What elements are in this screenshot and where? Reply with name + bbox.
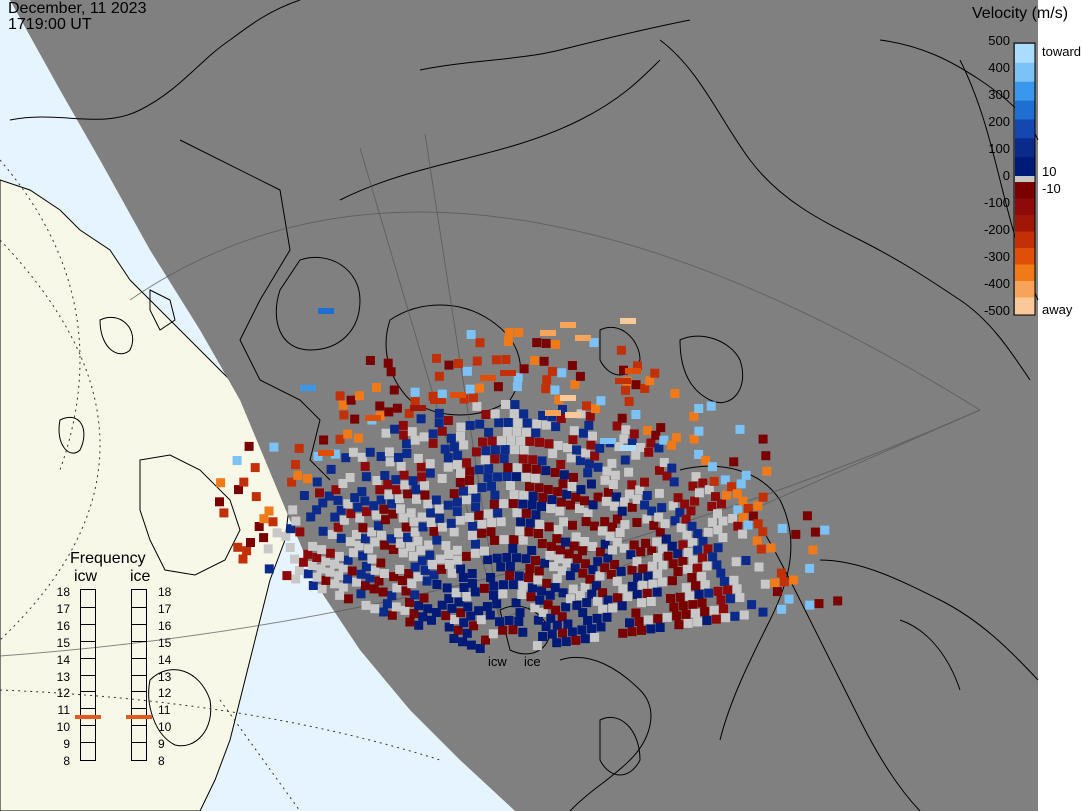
freq-tick-label: 11 (57, 703, 70, 718)
colorbar-tick-label: -400 (983, 276, 1010, 291)
frequency-title: Frequency (70, 550, 146, 567)
colorbar-tick-label: 500 (988, 33, 1010, 48)
colorbar-tick-label: 0 (1002, 168, 1010, 183)
freq-tick-label: 8 (158, 754, 165, 768)
colorbar-tick-label: 200 (988, 114, 1010, 129)
radar-site-ice: ice (524, 654, 541, 669)
freq-tick-label: 12 (56, 686, 70, 701)
freq-tick-label: 18 (158, 585, 172, 599)
freq-tick-label: 14 (56, 652, 70, 667)
freq-tick-label: 17 (158, 601, 172, 616)
colorbar-tick-label: 300 (988, 87, 1010, 102)
colorbar-tick-label: -500 (983, 303, 1010, 318)
freq-tick-label: 11 (158, 703, 171, 718)
freq-tick-label: 13 (56, 669, 70, 684)
freq-tick-label: 13 (158, 669, 172, 684)
freq-tick-label: 9 (158, 737, 165, 752)
colorbar-away-label: away (1042, 302, 1073, 317)
radar-velocity-cells (215, 308, 843, 653)
freq-tick-label: 12 (158, 686, 172, 701)
colorbar-tick-label: -200 (983, 222, 1010, 237)
freq-tick-label: 15 (158, 635, 172, 650)
velocity-colorbar (1013, 42, 1036, 316)
freq-tick-label: 10 (158, 720, 172, 735)
freq-tick-label: 16 (158, 618, 172, 633)
freq-scale-ice (126, 589, 152, 761)
colorbar-tick-label: -300 (983, 249, 1010, 264)
freq-tick-label: 17 (56, 601, 70, 616)
freq-tick-label: 8 (63, 754, 70, 768)
time-label: 1719:00 UT (8, 16, 92, 33)
radar-site-icw: icw (488, 654, 507, 669)
colorbar-tick-label: 100 (988, 141, 1010, 156)
freq-tick-label: 9 (63, 737, 70, 752)
freq-tick-label: 16 (56, 618, 70, 633)
colorbar-neg-threshold: -10 (1042, 181, 1061, 196)
colorbar-tick-label: -100 (983, 195, 1010, 210)
freq-station-ice: ice (130, 568, 151, 585)
colorbar-pos-threshold: 10 (1042, 164, 1057, 179)
freq-tick-label: 14 (158, 652, 172, 667)
colorbar-title: Velocity (m/s) (972, 5, 1069, 22)
colorbar-tick-label: 400 (988, 60, 1010, 75)
date-label: December, 11 2023 (8, 0, 147, 17)
day-land-2 (139, 454, 241, 576)
colorbar-toward-label: toward (1042, 44, 1082, 59)
freq-station-icw: icw (74, 568, 98, 585)
freq-tick-label: 15 (56, 635, 70, 650)
day-grid-dotted (0, 159, 441, 811)
right-margin (1038, 0, 1083, 811)
freq-marker-icw (75, 714, 101, 719)
freq-tick-label: 10 (56, 720, 70, 735)
freq-tick-label: 18 (56, 585, 70, 599)
freq-scale-icw (75, 589, 101, 761)
freq-marker-ice (126, 714, 152, 719)
